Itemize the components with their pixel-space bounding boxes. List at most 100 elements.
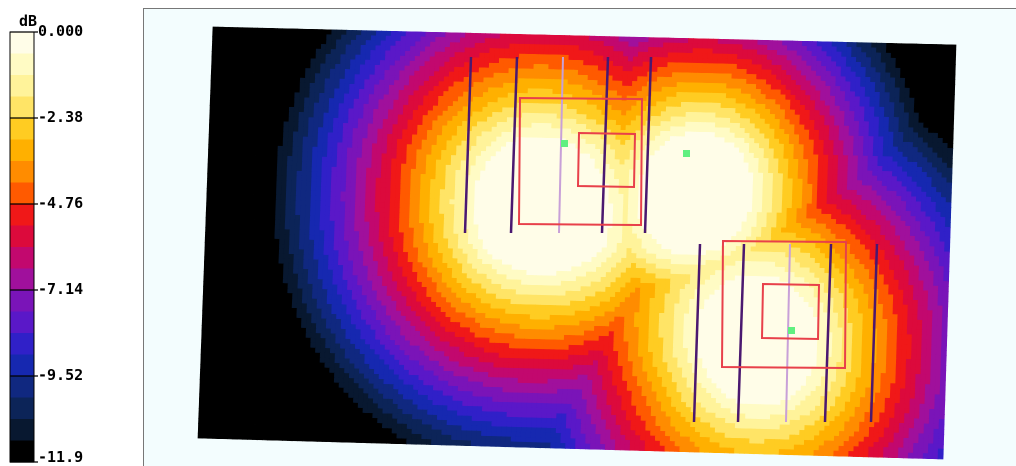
- contour-cell: [929, 118, 934, 123]
- contour-cell: [658, 48, 663, 53]
- contour-cell: [397, 159, 402, 164]
- contour-cell: [906, 68, 911, 73]
- contour-cell: [300, 93, 305, 98]
- contour-cell: [221, 66, 226, 71]
- contour-cell: [396, 174, 401, 179]
- contour-cell: [235, 91, 240, 96]
- contour-cell: [566, 149, 571, 154]
- contour-cell: [496, 152, 501, 157]
- contour-cell: [765, 129, 770, 134]
- contour-cell: [908, 152, 913, 157]
- contour-cell: [239, 131, 244, 136]
- contour-cell: [386, 31, 391, 36]
- contour-cell: [238, 160, 243, 165]
- contour-cell: [594, 36, 599, 41]
- contour-cell: [629, 37, 634, 42]
- contour-cell: [391, 46, 396, 51]
- contour-cell: [811, 86, 816, 91]
- contour-cell: [385, 61, 390, 66]
- contour-cell: [886, 48, 891, 53]
- contour-cell: [585, 164, 590, 169]
- contour-cell: [249, 131, 254, 136]
- contour-cell: [352, 163, 357, 168]
- contour-cell: [432, 150, 437, 155]
- contour-cell: [485, 181, 490, 186]
- contour-cell: [656, 121, 661, 126]
- contour-cell: [707, 88, 712, 93]
- contour-cell: [293, 156, 298, 161]
- contour-cell: [351, 187, 356, 192]
- contour-cell: [614, 37, 619, 42]
- contour-cell: [883, 162, 888, 167]
- contour-cell: [497, 132, 502, 137]
- contour-cell: [324, 98, 329, 103]
- contour-cell: [937, 158, 942, 163]
- contour-cell: [569, 188, 574, 193]
- contour-cell: [747, 79, 752, 84]
- contour-cell: [356, 40, 361, 45]
- contour-cell: [564, 40, 569, 45]
- contour-cell: [488, 112, 493, 117]
- contour-cell: [238, 155, 243, 160]
- contour-cell: [786, 75, 791, 80]
- contour-cell: [660, 151, 665, 156]
- contour-cell: [889, 122, 894, 127]
- contour-cell: [929, 109, 934, 114]
- contour-cell: [507, 132, 512, 137]
- contour-cell: [227, 184, 232, 189]
- contour-cell: [368, 124, 373, 129]
- contour-cell: [893, 147, 898, 152]
- contour-cell: [570, 173, 575, 178]
- contour-cell: [801, 95, 806, 100]
- contour-cell: [386, 188, 391, 193]
- contour-cell: [446, 180, 451, 185]
- contour-cell: [852, 52, 857, 57]
- contour-cell: [829, 126, 834, 131]
- contour-cell: [249, 121, 254, 126]
- contour-cell: [940, 74, 945, 79]
- contour-cell: [346, 182, 351, 187]
- contour-cell: [658, 62, 663, 67]
- contour-cell: [766, 90, 771, 95]
- contour-cell: [288, 132, 293, 137]
- contour-cell: [395, 51, 400, 56]
- contour-cell: [761, 80, 766, 85]
- contour-cell: [473, 112, 478, 117]
- contour-cell: [909, 123, 914, 128]
- contour-cell: [701, 108, 706, 113]
- contour-cell: [669, 166, 674, 171]
- contour-cell: [813, 180, 818, 185]
- contour-cell: [843, 165, 848, 170]
- contour-cell: [609, 51, 614, 56]
- contour-cell: [345, 84, 350, 89]
- contour-cell: [358, 124, 363, 129]
- contour-cell: [581, 134, 586, 139]
- contour-cell: [857, 190, 862, 195]
- contour-cell: [757, 70, 762, 75]
- contour-cell: [673, 48, 678, 53]
- contour-cell: [453, 111, 458, 116]
- contour-cell: [530, 35, 535, 40]
- contour-cell: [541, 133, 546, 138]
- contour-cell: [758, 40, 763, 45]
- contour-cell: [421, 165, 426, 170]
- contour-cell: [744, 158, 749, 163]
- contour-cell: [650, 161, 655, 166]
- contour-cell: [681, 112, 686, 117]
- contour-cell: [772, 60, 777, 65]
- contour-cell: [721, 89, 726, 94]
- contour-cell: [919, 128, 924, 133]
- contour-cell: [288, 146, 293, 151]
- contour-cell: [653, 195, 658, 200]
- contour-cell: [870, 87, 875, 92]
- contour-cell: [718, 187, 723, 192]
- contour-cell: [593, 85, 598, 90]
- contour-cell: [890, 93, 895, 98]
- contour-cell: [767, 60, 772, 65]
- contour-cell: [845, 97, 850, 102]
- contour-cell: [863, 156, 868, 161]
- contour-cell: [497, 127, 502, 132]
- contour-cell: [653, 48, 658, 53]
- contour-cell: [895, 78, 900, 83]
- contour-cell: [356, 178, 361, 183]
